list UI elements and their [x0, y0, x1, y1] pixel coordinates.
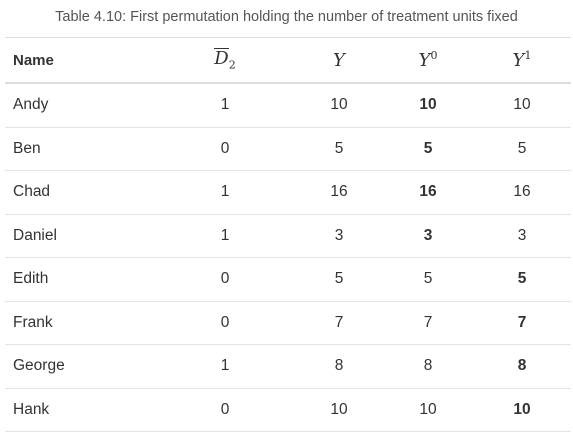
cell-name: Ben: [5, 127, 155, 171]
cell-y1: 7: [473, 301, 571, 345]
cell-name: Daniel: [5, 214, 155, 258]
header-d2: D2: [155, 37, 295, 84]
cell-d2: 0: [155, 127, 295, 171]
cell-d2: 0: [155, 301, 295, 345]
table-body: Andy 1 10 10 10 Ben 0 5 5 5 Chad 1 16 16…: [5, 83, 571, 432]
table-row: Andy 1 10 10 10: [5, 83, 571, 128]
cell-name: Edith: [5, 257, 155, 302]
cell-y0: 16: [383, 170, 473, 215]
cell-y1: 5: [473, 127, 571, 171]
cell-y0: 8: [383, 344, 473, 389]
cell-y1: 16: [473, 170, 571, 215]
cell-d2: 1: [155, 83, 295, 128]
cell-y: 10: [295, 83, 383, 128]
table-row: Chad 1 16 16 16: [5, 170, 571, 215]
table-row: Hank 0 10 10 10: [5, 388, 571, 432]
cell-y0: 3: [383, 214, 473, 258]
cell-y0: 5: [383, 257, 473, 302]
table-row: Frank 0 7 7 7: [5, 301, 571, 345]
header-y0-sup: 0: [430, 49, 438, 62]
header-y0-base: Y: [418, 50, 431, 71]
cell-y: 7: [295, 301, 383, 345]
cell-y: 10: [295, 388, 383, 432]
cell-d2: 0: [155, 388, 295, 432]
cell-d2: 1: [155, 214, 295, 258]
cell-y: 3: [295, 214, 383, 258]
header-y1: Y1: [473, 37, 571, 84]
cell-d2: 1: [155, 344, 295, 389]
header-d2-sub: 2: [228, 58, 236, 72]
cell-name: Hank: [5, 388, 155, 432]
cell-y1: 10: [473, 83, 571, 128]
table-row: Ben 0 5 5 5: [5, 127, 571, 171]
cell-y: 5: [295, 257, 383, 302]
cell-d2: 0: [155, 257, 295, 302]
cell-name: Frank: [5, 301, 155, 345]
cell-y1: 5: [473, 257, 571, 302]
cell-y1: 10: [473, 388, 571, 432]
header-name: Name: [5, 37, 155, 84]
header-y1-sup: 1: [524, 49, 532, 62]
cell-y0: 10: [383, 83, 473, 128]
header-y: Y: [295, 37, 383, 84]
cell-y0: 5: [383, 127, 473, 171]
table-row: Edith 0 5 5 5: [5, 257, 571, 302]
header-y-base: Y: [333, 49, 345, 71]
cell-y0: 7: [383, 301, 473, 345]
cell-name: Chad: [5, 170, 155, 215]
header-row: Name D2 Y Y0 Y1: [5, 37, 571, 84]
cell-y: 8: [295, 344, 383, 389]
permutation-table: Name D2 Y Y0 Y1 Andy 1 10 10 10 Ben 0 5 …: [5, 37, 571, 432]
table-row: George 1 8 8 8: [5, 344, 571, 389]
cell-name: Andy: [5, 83, 155, 128]
cell-y0: 10: [383, 388, 473, 432]
cell-y1: 3: [473, 214, 571, 258]
table-caption: Table 4.10: First permutation holding th…: [55, 9, 518, 25]
cell-y1: 8: [473, 344, 571, 389]
table-header: Name D2 Y Y0 Y1: [5, 37, 571, 84]
header-y0: Y0: [383, 37, 473, 84]
header-d2-base: D: [214, 48, 229, 70]
cell-y: 16: [295, 170, 383, 215]
table-row: Daniel 1 3 3 3: [5, 214, 571, 258]
cell-d2: 1: [155, 170, 295, 215]
cell-y: 5: [295, 127, 383, 171]
cell-name: George: [5, 344, 155, 389]
header-y1-base: Y: [512, 50, 525, 71]
